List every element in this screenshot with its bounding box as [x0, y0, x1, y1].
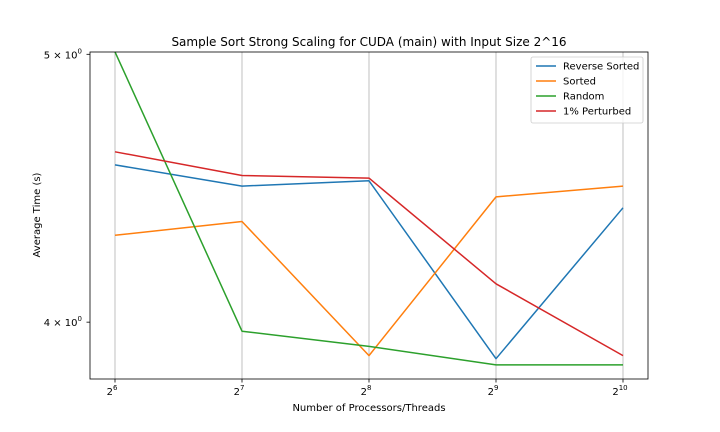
x-tick-label: 210 — [612, 384, 627, 398]
legend-box — [530, 56, 644, 124]
legend-label: 1% Perturbed — [563, 107, 631, 118]
series-line-sorted — [114, 185, 624, 357]
x-tick-label: 26 — [107, 384, 118, 398]
y-tick-label: 4 × 100 — [44, 315, 82, 329]
x-tick-label: 29 — [488, 384, 499, 398]
series-layer — [114, 51, 624, 366]
x-axis-label: Number of Processors/Threads — [292, 403, 445, 414]
x-tick-label: 28 — [361, 384, 372, 398]
y-axis: 5 × 100 4 × 100 — [44, 47, 90, 329]
legend-label: Random — [563, 92, 604, 103]
chart-title: Sample Sort Strong Scaling for CUDA (mai… — [171, 35, 566, 49]
series-line-random — [114, 51, 623, 366]
series-line-1-perturbed — [114, 151, 624, 357]
y-axis-label: Average Time (s) — [32, 172, 43, 257]
legend: Reverse Sorted Sorted Random 1% Perturbed — [530, 56, 644, 124]
legend-label: Reverse Sorted — [563, 62, 639, 73]
grid — [114, 52, 624, 379]
legend-label: Sorted — [563, 77, 596, 88]
x-tick-label: 27 — [234, 384, 245, 398]
x-axis: 26 27 28 29 210 — [107, 379, 628, 398]
y-tick-label: 5 × 100 — [44, 47, 82, 61]
